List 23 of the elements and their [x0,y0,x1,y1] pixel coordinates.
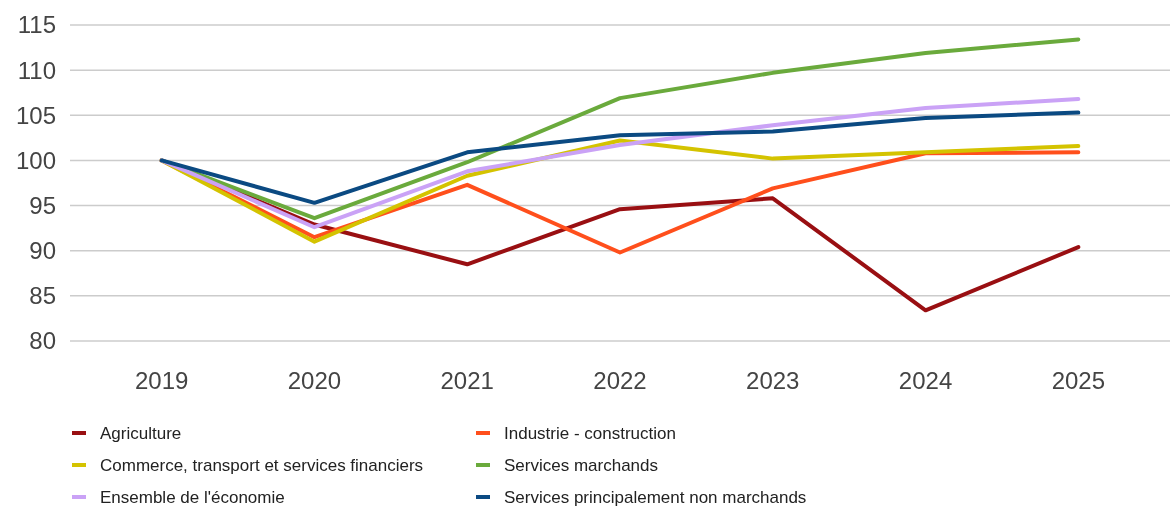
legend-label: Services marchands [504,455,659,475]
legend-label: Ensemble de l'économie [100,487,285,506]
line-series [159,97,1081,230]
legend-label: Services principalement non marchands [504,487,807,506]
x-tick-label: 2020 [287,367,342,394]
x-tick-label: 2022 [593,367,647,394]
x-tick-label: 2025 [1051,367,1106,394]
y-tick-label: 105 [15,101,56,129]
y-tick-label: 115 [17,11,56,39]
x-tick-label: 2021 [440,367,494,394]
x-tick-label: 2019 [134,367,189,394]
y-tick-label: 100 [15,146,56,174]
legend-label: Commerce, transport et services financiers [100,455,424,475]
legend-label: Industrie - construction [504,423,676,443]
y-tick-label: 85 [29,282,56,310]
line-series [159,110,1081,205]
y-tick-label: 80 [29,327,56,355]
x-tick-label: 2024 [898,367,953,394]
x-tick-label: 2023 [746,367,800,394]
y-tick-label: 90 [29,237,56,265]
y-tick-label: 95 [29,191,56,219]
y-tick-label: 110 [17,56,56,84]
legend-label: Agriculture [100,423,182,443]
